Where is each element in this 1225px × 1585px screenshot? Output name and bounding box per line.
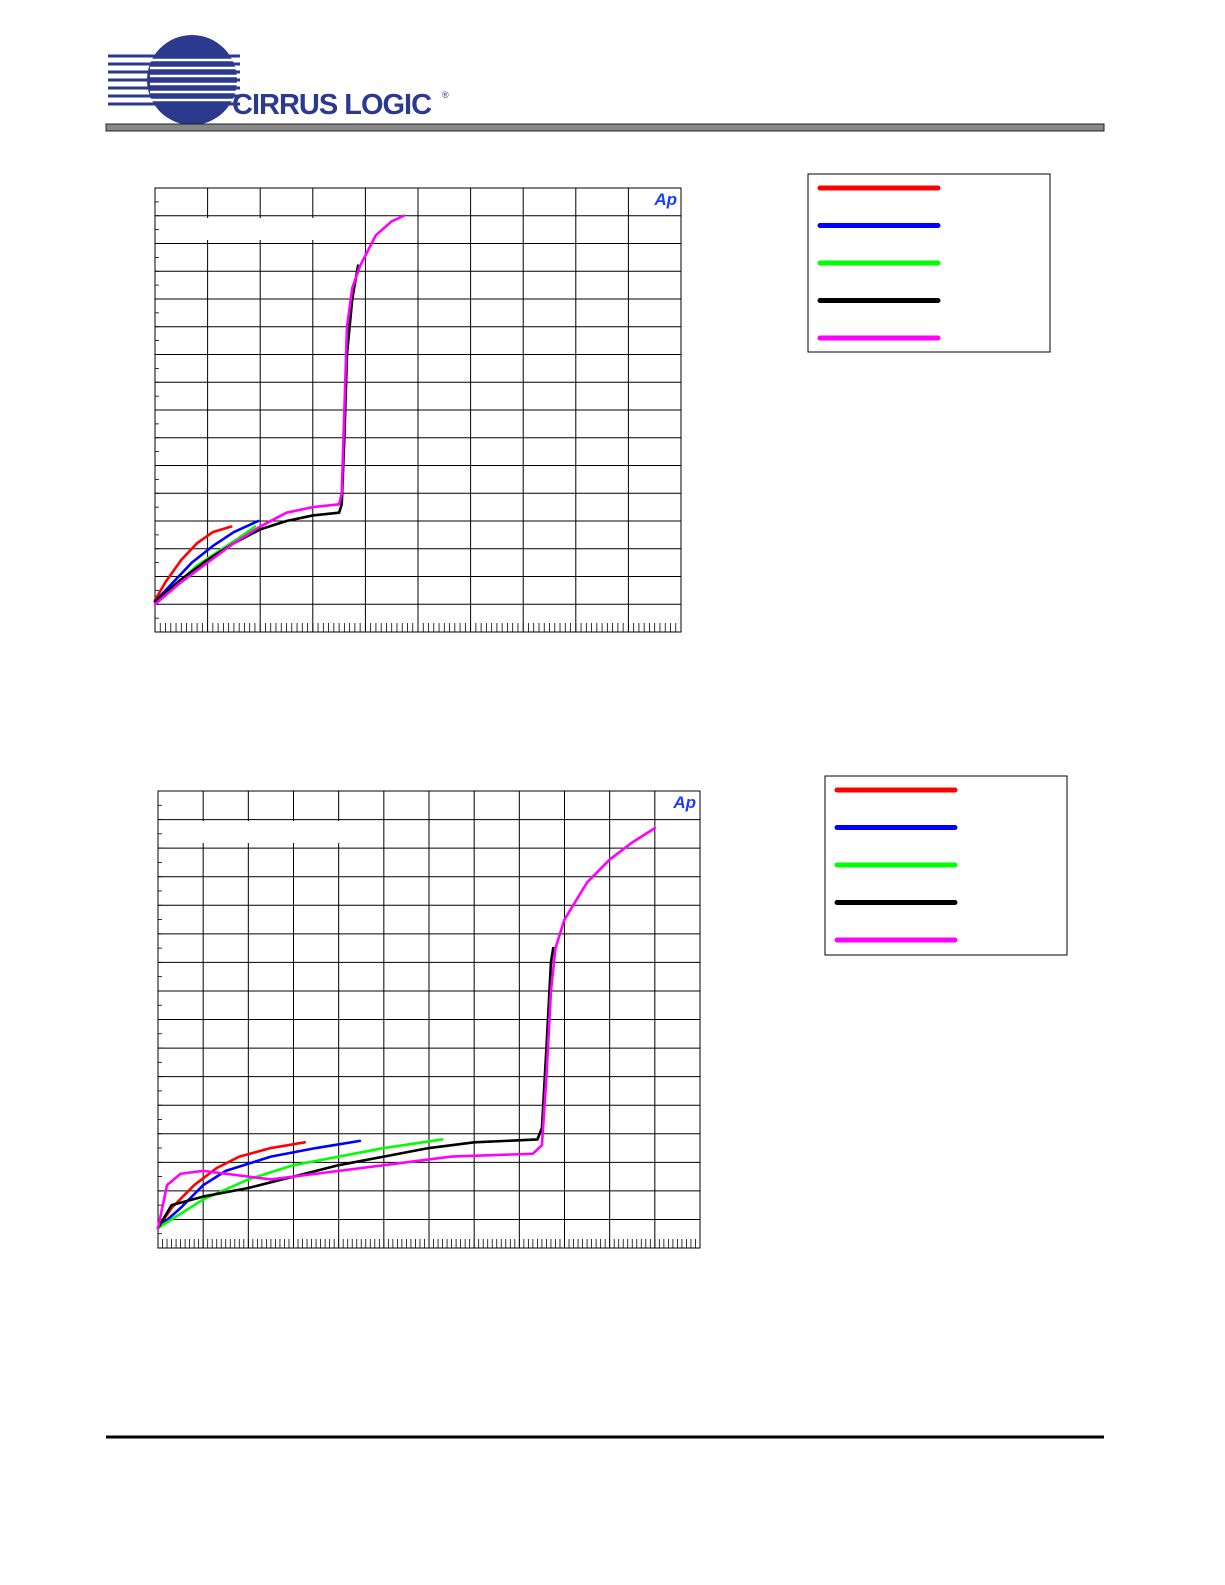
series-line xyxy=(153,525,233,602)
logo-stripes xyxy=(108,54,240,106)
logo-text: CIRRUS LOGIC xyxy=(232,89,432,121)
series-line xyxy=(153,519,260,603)
logo-registered: ® xyxy=(442,90,449,100)
label-box xyxy=(162,821,345,843)
header-bar xyxy=(105,123,1105,132)
series-line xyxy=(156,1139,362,1230)
chart: Ap xyxy=(153,173,1051,633)
chart: Ap xyxy=(156,775,1068,1249)
label-box xyxy=(160,218,345,240)
watermark: Ap xyxy=(653,190,677,209)
series-line xyxy=(156,946,555,1230)
series-line xyxy=(156,1141,307,1230)
series-line xyxy=(156,1138,444,1230)
series-line xyxy=(153,214,406,606)
series-line xyxy=(156,826,657,1230)
logo: CIRRUS LOGIC ® xyxy=(108,35,449,125)
watermark: Ap xyxy=(672,793,696,812)
